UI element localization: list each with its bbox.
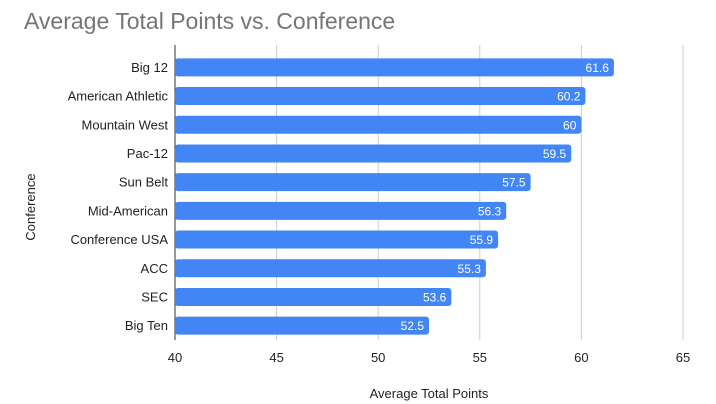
chart-title: Average Total Points vs. Conference [24,8,396,34]
data-label: 55.3 [458,262,482,276]
bar [175,58,614,77]
category-label: Conference USA [70,232,168,247]
x-tick-label: 45 [269,350,283,365]
category-label: SEC [141,289,168,304]
bar [175,287,452,306]
bar [175,87,586,106]
category-label: Big 12 [131,60,168,75]
category-label: Pac-12 [127,146,168,161]
category-label: Big Ten [125,318,168,333]
bar [175,115,582,134]
data-label: 59.5 [543,147,567,161]
bar [175,144,572,163]
data-label: 57.5 [502,176,526,190]
bar [175,230,499,249]
data-label: 60.2 [557,90,581,104]
bar [175,173,531,192]
x-tick-label: 40 [168,350,182,365]
category-label: Mountain West [82,117,169,132]
data-label: 61.6 [586,61,610,75]
data-label: 53.6 [423,290,447,304]
bar [175,316,429,335]
x-tick-label: 65 [676,350,690,365]
x-tick-labels: 40 45 50 55 60 65 [168,350,690,365]
bar [175,201,507,220]
category-label: American Athletic [68,89,169,104]
data-label: 55.9 [470,233,494,247]
x-tick-label: 60 [574,350,588,365]
category-label: Mid-American [88,203,168,218]
y-axis-title: Conference [23,173,38,240]
category-label: ACC [141,261,168,276]
category-labels: Big 12 American Athletic Mountain West Pac-… [68,60,169,333]
data-label: 52.5 [401,319,425,333]
data-label: 56.3 [478,204,502,218]
bar [175,259,486,278]
x-axis-title: Average Total Points [370,386,489,401]
bars: 61.6 60.2 60 59.5 57.556.3 55.9 55.3 53.6 52.5 [175,58,614,335]
x-tick-label: 50 [371,350,385,365]
data-label: 60 [563,118,577,132]
category-label: Sun Belt [119,175,169,190]
x-tick-label: 55 [473,350,487,365]
